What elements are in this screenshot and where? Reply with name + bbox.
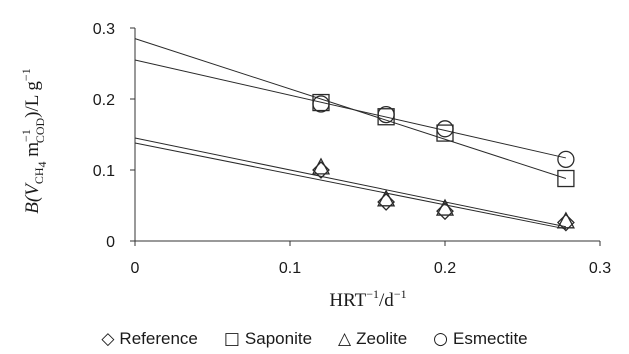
point-saponite (436, 124, 454, 142)
x-axis-title-sup2: −1 (394, 287, 407, 301)
legend-item-esmectite: ○ Esmectite (433, 326, 527, 352)
point-esmectite (557, 150, 575, 169)
legend-label-zeolite: Zeolite (356, 329, 408, 348)
point-zeolite (311, 157, 331, 175)
point-reference (556, 213, 575, 232)
x-axis-title-tail: /d (379, 290, 394, 311)
fit-line-reference (134, 137, 567, 228)
point-zeolite (556, 211, 575, 229)
circle-icon: ○ (433, 328, 448, 349)
fit-line-zeolite (134, 142, 566, 230)
y-axis-title: B(VCH4 m−1COD)/L g−1 (19, 68, 49, 213)
diamond-icon: ◇ (101, 328, 115, 349)
x-axis-title-sup1: −1 (366, 287, 379, 301)
point-esmectite (312, 95, 330, 113)
legend-label-saponite: Saponite (244, 329, 313, 348)
x-tick-label: 0 (131, 260, 140, 277)
triangle-icon: △ (338, 328, 352, 349)
y-axis-title-m-sup: −1 (19, 129, 33, 142)
legend-label-esmectite: Esmectite (453, 329, 528, 348)
markers (311, 93, 575, 232)
y-tick-label: 0.1 (93, 163, 115, 180)
axes (134, 28, 600, 242)
point-zeolite (435, 198, 455, 216)
y-axis-title-m-sub: COD (33, 118, 47, 144)
legend-label-reference: Reference (119, 329, 198, 348)
y-axis-title-v: V (22, 182, 43, 196)
point-reference (312, 161, 330, 179)
point-zeolite (377, 189, 396, 207)
y-tick-label: 0 (106, 234, 115, 251)
legend: ◇ Reference □ Saponite △ Zeolite ○ Esmec… (0, 326, 629, 352)
point-esmectite (377, 105, 395, 124)
ticks: 0 0.1 0.2 0.3 0 0.1 0.2 0.3 (93, 21, 611, 277)
y-tick-label: 0.2 (93, 92, 115, 109)
x-tick-label: 0.1 (279, 260, 301, 277)
point-reference (436, 202, 454, 221)
legend-item-reference: ◇ Reference (101, 326, 198, 352)
fit-lines (134, 38, 567, 230)
legend-item-zeolite: △ Zeolite (338, 326, 407, 352)
y-axis-title-v-sub2: 4 (35, 161, 49, 167)
x-tick-label: 0.2 (434, 260, 456, 277)
y-axis-title-tail: )/L g (22, 81, 43, 118)
point-reference (377, 193, 396, 211)
y-axis-title-m: m (22, 142, 43, 162)
square-icon: □ (223, 328, 240, 349)
legend-item-saponite: □ Saponite (224, 326, 312, 352)
point-saponite (557, 169, 575, 188)
y-axis-title-v-sub: CH (32, 167, 46, 184)
fit-line-esmectite (134, 59, 567, 159)
y-axis-title-prefix: B( (22, 194, 43, 214)
y-tick-label: 0.3 (93, 21, 115, 38)
x-axis-title: HRT−1/d−1 (329, 287, 406, 311)
point-esmectite (436, 120, 454, 138)
x-axis-title-main: HRT (329, 290, 366, 311)
y-axis-title-tail-sup: −1 (19, 68, 33, 81)
x-tick-label: 0.3 (589, 260, 611, 277)
